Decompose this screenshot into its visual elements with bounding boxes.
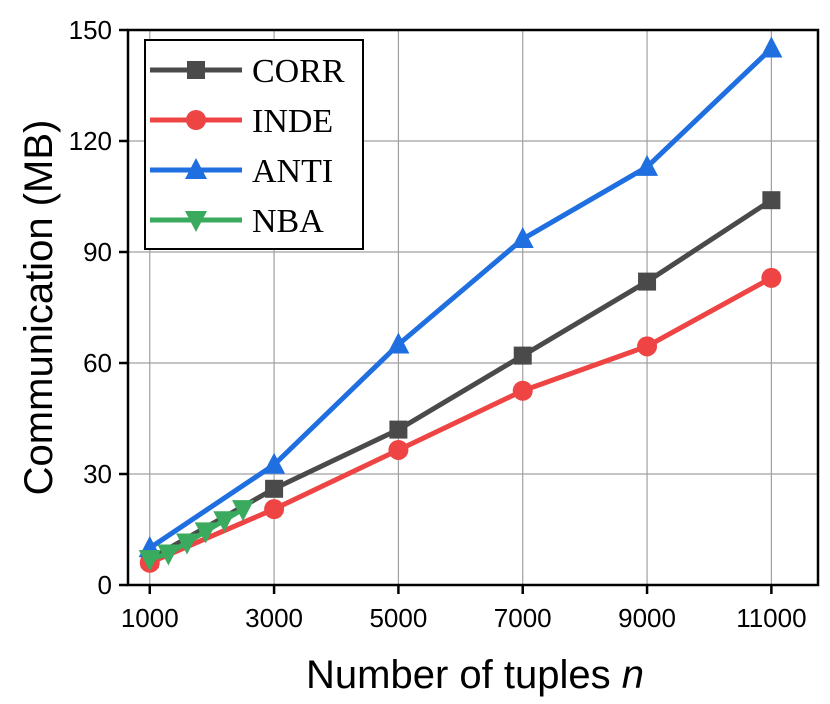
legend-item-inde: INDE xyxy=(150,103,333,140)
triangle-down-marker xyxy=(213,511,236,533)
square-marker xyxy=(638,272,657,291)
y-tick-label: 150 xyxy=(69,15,112,45)
legend-label: CORR xyxy=(252,53,345,90)
x-axis-label: Number of tuples n xyxy=(306,653,644,697)
x-tick-label: 9000 xyxy=(618,603,676,633)
series-line xyxy=(148,275,773,566)
circle-marker xyxy=(512,380,533,401)
x-tick-label: 1000 xyxy=(121,603,179,633)
y-tick-label: 60 xyxy=(83,348,112,378)
triangle-down-marker xyxy=(194,522,217,544)
y-tick-label: 120 xyxy=(69,126,112,156)
triangle-up-marker xyxy=(636,154,659,176)
plot-area xyxy=(126,28,820,587)
y-tick-label: 0 xyxy=(98,570,112,600)
legend-item-nba: NBA xyxy=(150,203,324,240)
series-line xyxy=(148,46,774,551)
tick-labels: 1000 3000 5000 7000 9000 11000 0 30 60 90 120 150 xyxy=(69,15,807,633)
legend-label: INDE xyxy=(252,103,333,140)
triangle-down-marker xyxy=(185,211,207,232)
series-anti xyxy=(138,36,783,557)
series-layer xyxy=(138,36,783,573)
square-marker xyxy=(389,420,408,439)
square-marker xyxy=(265,479,284,498)
axis-ticks xyxy=(119,28,773,594)
triangle-up-marker xyxy=(511,227,534,249)
legend-label: NBA xyxy=(252,203,324,240)
circle-marker xyxy=(264,499,285,520)
triangle-up-marker xyxy=(387,332,410,354)
circle-marker xyxy=(761,267,782,288)
y-axis-label: Communication (MB) xyxy=(17,120,61,496)
x-tick-label: 11000 xyxy=(736,603,806,633)
square-marker xyxy=(513,346,532,365)
triangle-down-marker xyxy=(157,544,180,566)
square-marker xyxy=(762,191,781,210)
x-axis-label-text: Number of tuples xyxy=(306,653,611,697)
triangle-up-marker xyxy=(760,36,783,58)
triangle-up-marker xyxy=(263,452,286,474)
legend-item-corr: CORR xyxy=(150,53,345,90)
legend-label: ANTI xyxy=(252,153,333,190)
circle-marker xyxy=(637,336,658,357)
y-tick-label: 90 xyxy=(83,237,112,267)
square-marker xyxy=(187,61,205,79)
x-tick-label: 7000 xyxy=(494,603,552,633)
x-axis-label-variable: n xyxy=(622,653,644,697)
series-inde xyxy=(139,267,782,573)
circle-marker xyxy=(186,110,206,130)
y-tick-label: 30 xyxy=(83,459,112,489)
x-tick-label: 3000 xyxy=(245,603,303,633)
triangle-down-marker xyxy=(176,533,199,555)
triangle-up-marker xyxy=(185,158,207,179)
triangle-down-marker xyxy=(232,500,254,522)
circle-marker xyxy=(388,439,409,460)
x-tick-label: 5000 xyxy=(369,603,427,633)
triangle-down-marker xyxy=(138,550,161,572)
series-nba xyxy=(138,500,254,572)
legend: CORR INDE ANTI NBA xyxy=(144,39,364,250)
legend-box xyxy=(144,39,364,250)
legend-item-anti: ANTI xyxy=(150,153,333,190)
